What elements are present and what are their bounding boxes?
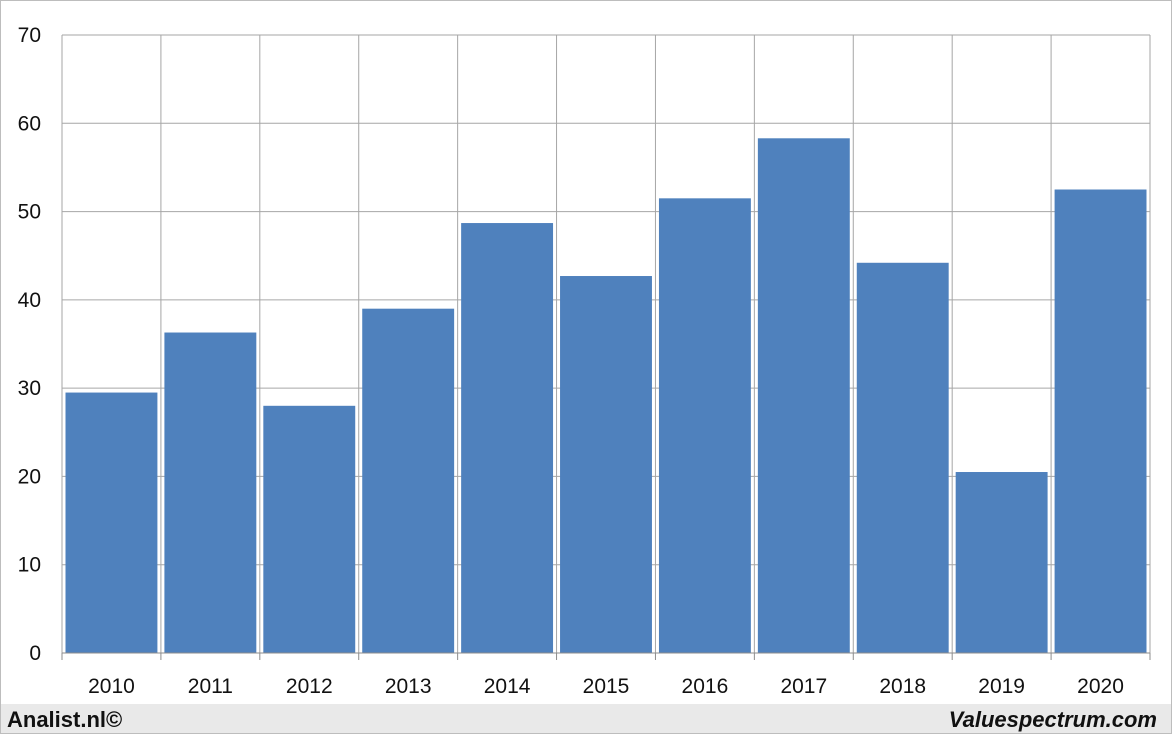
x-tick-label: 2017 bbox=[780, 675, 827, 698]
x-tick-label: 2013 bbox=[385, 675, 432, 698]
bar-2015 bbox=[560, 276, 652, 653]
y-tick-label: 40 bbox=[18, 289, 41, 312]
y-tick-label: 30 bbox=[18, 377, 41, 400]
y-tick-label: 60 bbox=[18, 112, 41, 135]
x-tick-label: 2010 bbox=[88, 675, 135, 698]
y-tick-label: 50 bbox=[18, 201, 41, 224]
x-tick-label: 2020 bbox=[1077, 675, 1124, 698]
bar-2011 bbox=[164, 332, 257, 653]
bar-2016 bbox=[658, 198, 751, 654]
bar-2012 bbox=[263, 405, 356, 653]
x-tick-label: 2019 bbox=[978, 675, 1025, 698]
x-tick-label: 2012 bbox=[286, 675, 333, 698]
bar-2014 bbox=[461, 223, 554, 653]
bar-2013 bbox=[362, 308, 455, 653]
bar-chart: 0 10 20 30 40 50 60 70 2010 2011 2012 2013 2014 2015 2… bbox=[18, 24, 1151, 698]
bar-2020 bbox=[1054, 189, 1147, 653]
x-tick-label: 2018 bbox=[879, 675, 926, 698]
x-tick-label: 2011 bbox=[188, 675, 233, 698]
bar-2010 bbox=[65, 392, 158, 653]
bar-2018 bbox=[856, 262, 949, 653]
bar-2017 bbox=[757, 138, 850, 653]
x-tick-label: 2015 bbox=[583, 675, 630, 698]
x-tick-label: 2016 bbox=[682, 675, 729, 698]
footer-bar: Analist.nl© Valuespectrum.com bbox=[1, 704, 1171, 733]
footer-left-text: Analist.nl© bbox=[7, 707, 123, 732]
bar-2019 bbox=[955, 472, 1048, 653]
footer-right-text: Valuespectrum.com bbox=[948, 707, 1157, 732]
y-tick-label: 20 bbox=[18, 465, 41, 488]
x-tick-label: 2014 bbox=[484, 675, 531, 698]
y-tick-label: 0 bbox=[29, 642, 41, 665]
y-tick-label: 10 bbox=[18, 554, 41, 577]
y-tick-label: 70 bbox=[18, 24, 41, 47]
